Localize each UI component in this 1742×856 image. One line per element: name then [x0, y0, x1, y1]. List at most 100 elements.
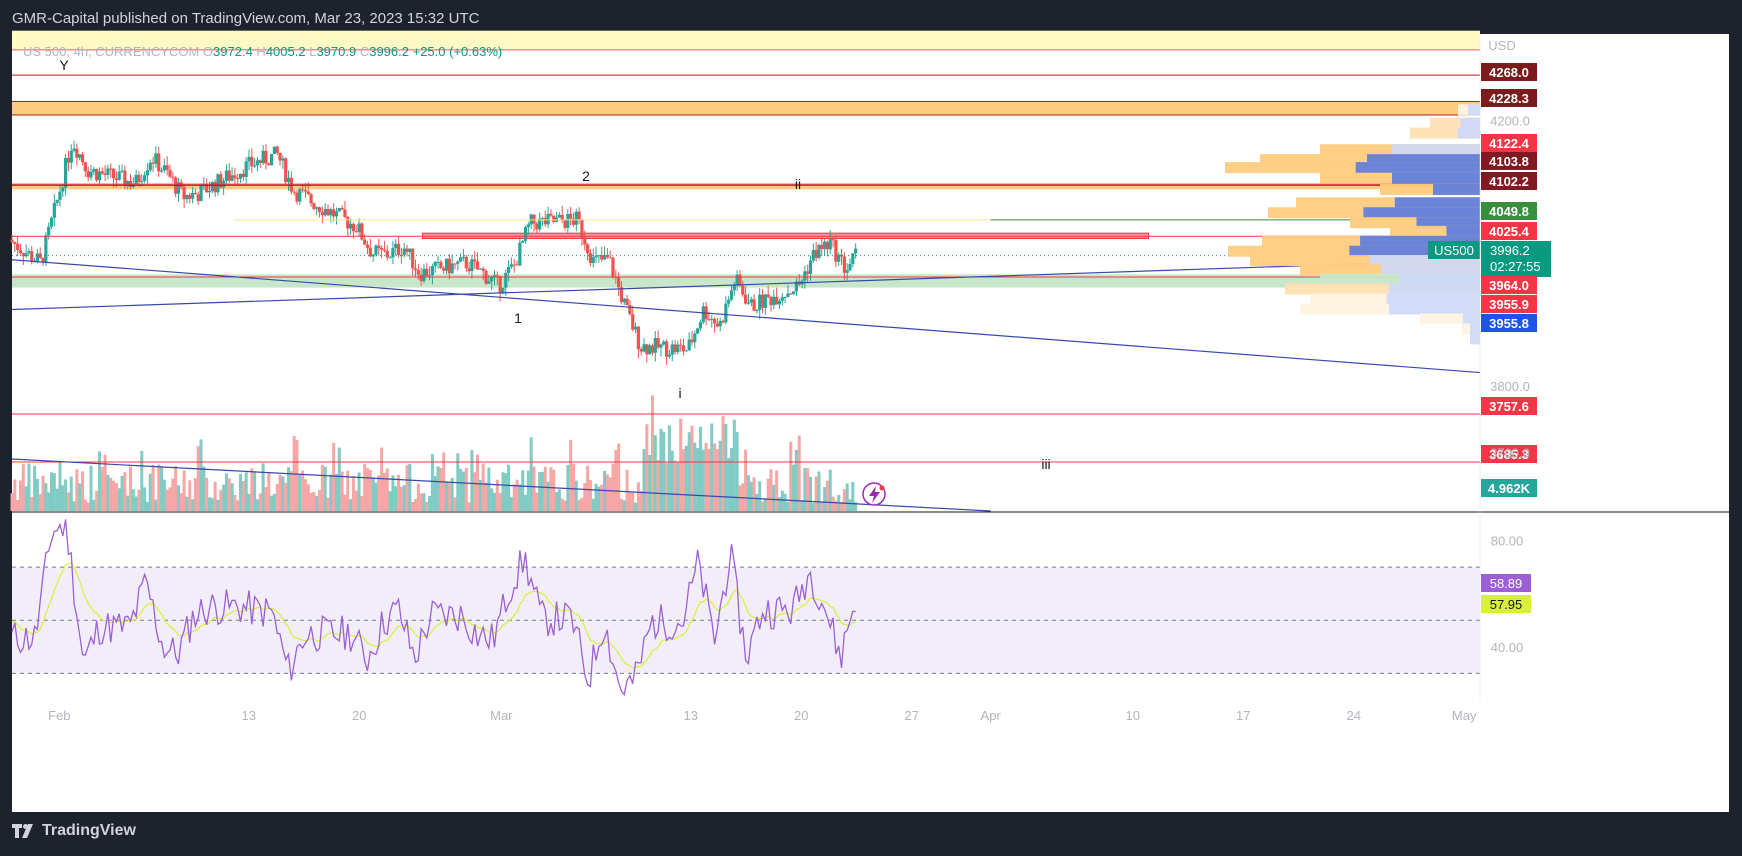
symbol-info-line: US 500, 4h, CURRENCYCOM O3972.4 H4005.2 …	[23, 44, 502, 59]
volume-bar	[495, 479, 499, 511]
time-tick: 17	[1236, 708, 1250, 723]
volume-bar	[775, 470, 779, 511]
volume-bar	[224, 473, 228, 511]
candle-body	[820, 244, 824, 250]
open-value: 3972.4	[213, 44, 253, 59]
volume-bar	[165, 489, 169, 511]
volume-bar	[329, 474, 333, 511]
volume-bar	[518, 484, 522, 511]
candle-body	[332, 209, 336, 217]
candle-body	[399, 254, 403, 256]
volume-bar	[10, 493, 14, 511]
volume-bar	[650, 395, 654, 511]
volume-bar	[222, 484, 226, 511]
candle-body	[196, 194, 200, 202]
volume-bar	[507, 464, 511, 511]
volume-bar	[501, 472, 505, 511]
volume-profile-bar	[1380, 184, 1480, 196]
candle-body	[253, 165, 257, 167]
candle-body	[789, 293, 793, 295]
volume-bar	[351, 476, 355, 511]
volume-bar	[645, 424, 649, 511]
volume-bar	[532, 466, 536, 511]
volume-bar	[301, 470, 305, 511]
price-level-badge	[1481, 89, 1537, 107]
volume-bar	[439, 468, 443, 511]
candle-body	[487, 281, 491, 284]
volume-bar	[619, 498, 623, 511]
volume-bar	[580, 497, 584, 511]
volume-bar	[61, 485, 65, 511]
volume-bar	[769, 469, 773, 511]
candle-body	[337, 208, 341, 212]
rsi-tick: 40.00	[1491, 640, 1524, 655]
volume-bar	[278, 474, 282, 511]
candle-body	[509, 264, 514, 267]
volume-profile-bar	[1420, 313, 1480, 325]
candle-body	[780, 297, 784, 301]
volume-bar	[755, 493, 759, 511]
candle-body	[27, 251, 31, 254]
candle-body	[159, 170, 164, 172]
candle-body	[656, 337, 660, 348]
candle-body	[532, 214, 536, 224]
candle-body	[501, 287, 505, 293]
candle-body	[205, 183, 209, 193]
candle-body	[848, 263, 852, 271]
volume-bar	[75, 469, 79, 511]
candle-body	[380, 248, 384, 250]
price-level-badge	[1481, 314, 1537, 332]
volume-bar	[698, 426, 702, 511]
candle-body	[490, 277, 494, 282]
volume-bar	[41, 475, 45, 511]
volume-bar	[154, 499, 158, 511]
tradingview-logo[interactable]: TradingView	[12, 822, 136, 840]
candle-body	[157, 153, 161, 172]
volume-bar	[315, 495, 319, 511]
time-tick: 24	[1346, 708, 1360, 723]
volume-bar	[450, 477, 454, 511]
rsi-value: 58.89	[1490, 576, 1523, 591]
candle-body	[140, 180, 144, 183]
volume-bar	[521, 470, 525, 511]
candle-body	[523, 227, 528, 241]
candle-body	[673, 344, 677, 353]
volume-bar	[109, 477, 113, 511]
volume-bar	[707, 448, 711, 511]
candle-body	[498, 276, 502, 293]
candle-body	[839, 254, 844, 257]
price-level-badge	[1481, 445, 1537, 463]
candle-body	[264, 150, 268, 164]
candle-body	[447, 258, 451, 274]
volume-bar	[366, 468, 370, 511]
candle-body	[44, 235, 48, 262]
candle-body	[391, 248, 395, 258]
volume-bar	[622, 500, 626, 511]
candle-body	[467, 268, 471, 272]
volume-profile-bar-blue	[1463, 313, 1480, 325]
volume-profile-bar-blue	[1381, 264, 1480, 276]
candle-body	[456, 261, 460, 264]
price-level-badge	[1481, 222, 1537, 240]
volume-bar	[464, 467, 468, 511]
candle-body	[371, 254, 375, 257]
volume-bar	[213, 481, 217, 511]
candle-body	[633, 326, 638, 330]
candle-body	[504, 272, 508, 288]
volume-profile-bar-blue	[1360, 235, 1480, 247]
candle-body	[566, 213, 570, 228]
volume-profile-bar-blue	[1400, 273, 1480, 285]
time-tick: 27	[905, 708, 919, 723]
candle-body	[540, 218, 545, 220]
candle-body	[834, 240, 838, 262]
candle-body	[382, 249, 387, 251]
volume-bar	[241, 481, 245, 511]
candle-body	[171, 176, 175, 178]
candle-body	[165, 165, 169, 170]
candle-body	[495, 275, 499, 277]
candle-body	[831, 239, 835, 241]
candle-body	[396, 243, 401, 255]
candle-body	[837, 254, 841, 262]
candle-body	[676, 344, 680, 353]
